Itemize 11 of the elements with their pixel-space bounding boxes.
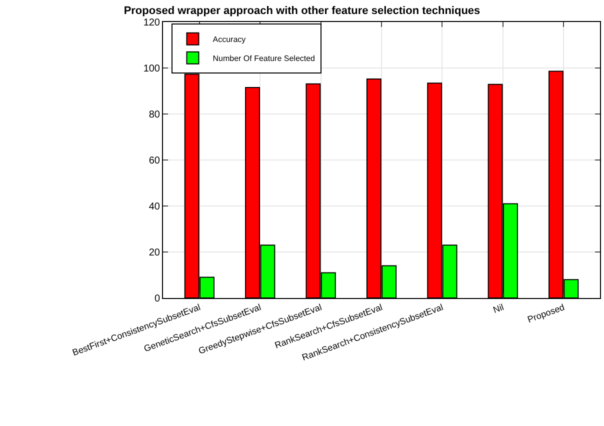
y-tick-label: 100 <box>143 64 160 74</box>
chart-title: Proposed wrapper approach with other feature selection techniques <box>124 5 480 18</box>
y-tick-label: 60 <box>148 156 160 166</box>
legend-label: Accuracy <box>212 35 246 44</box>
y-tick-label: 40 <box>148 202 160 212</box>
legend-label: Number Of Feature Selected <box>212 54 316 63</box>
y-tick-label: 20 <box>148 248 160 258</box>
x-tick-label: Nil <box>492 302 506 315</box>
y-tick-label: 80 <box>148 110 160 120</box>
y-tick-label: 0 <box>154 294 160 304</box>
y-tick-label: 120 <box>143 18 160 28</box>
